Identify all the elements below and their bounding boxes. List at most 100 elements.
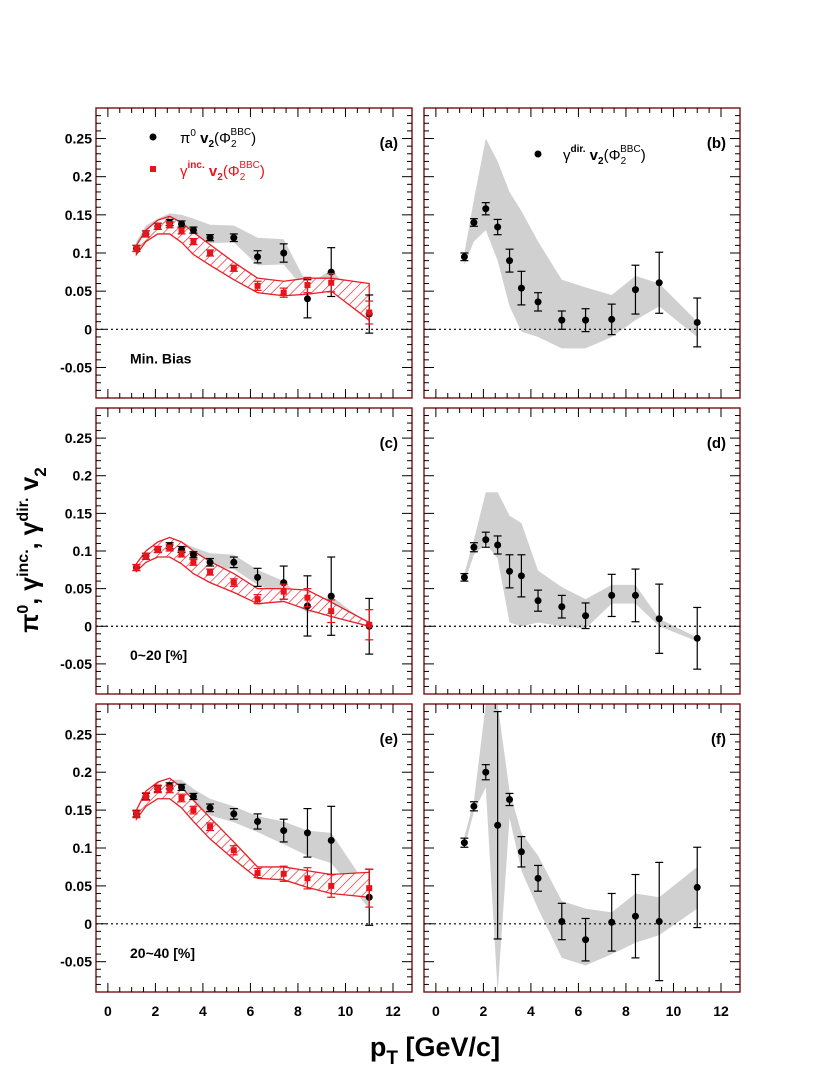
point-pi0 [206,804,214,812]
point-gamma_dir [608,315,616,323]
legend-pi0: π0 v2(Φ2BBC) [149,127,256,150]
point-gamma_inc [190,238,197,245]
point-gamma_inc [207,823,214,830]
panel-label-f: (f) [711,731,726,748]
point-pi0 [230,558,238,566]
point-pi0 [189,792,197,800]
point-pi0 [230,234,238,242]
point-gamma_inc [190,559,197,566]
point-gamma_inc [254,282,261,289]
plot-area-d [424,492,740,670]
point-gamma_inc [166,785,173,792]
point-gamma_dir [517,284,525,292]
x-tick-label: 12 [713,1003,729,1019]
point-gamma_dir [482,536,490,544]
panel-label-b: (b) [707,135,726,152]
point-gamma_dir [582,612,590,620]
point-gamma_dir [558,603,566,611]
point-pi0 [303,295,311,303]
panel-label-e: (e) [380,731,398,748]
point-gamma_inc [133,245,140,252]
point-gamma_inc [142,553,149,560]
point-gamma_dir [470,218,478,226]
point-gamma_dir [534,874,542,882]
point-gamma_dir [693,634,701,642]
band-gamma_inc-a [135,215,370,322]
point-gamma_dir [582,936,590,944]
point-gamma_dir [470,543,478,551]
x-tick-label: 0 [432,1003,440,1019]
x-tick-label: 6 [247,1003,255,1019]
point-gamma_dir [517,848,525,856]
point-gamma_inc [366,309,373,316]
point-gamma_inc [166,544,173,551]
panel-a: -0.05 0 0.05 0.1 0.15 0.2 0.25 (a) Min. Bias [60,107,413,399]
y-tick-label: 0.25 [65,131,92,147]
y-tick-label: 0.1 [73,543,93,559]
point-gamma_dir [631,286,639,294]
point-gamma_inc [142,230,149,237]
y-tick-label: 0.15 [65,207,92,223]
x-tick-label: 8 [294,1003,302,1019]
point-gamma_dir [482,205,490,213]
y-tick-label: 0.25 [65,430,92,446]
x-tick-label: 2 [152,1003,160,1019]
plot-area-a [96,213,412,334]
point-gamma_dir [494,821,502,829]
point-gamma_dir [582,316,590,324]
y-tick-label: 0.1 [73,840,93,856]
panel-label-d: (d) [707,435,726,452]
y-tick-label: 0.05 [65,283,92,299]
point-gamma_dir [693,318,701,326]
point-gamma_inc [230,847,237,854]
legend-gamma-dir: γdir. v2(Φ2BBC) [534,144,646,167]
point-gamma_inc [304,875,311,882]
x-tick-label: 2 [480,1003,488,1019]
point-gamma_inc [207,569,214,576]
y-tick-label: 0 [84,916,92,932]
x-tick-label: 10 [666,1003,682,1019]
point-gamma_dir [608,918,616,926]
point-gamma_inc [133,810,140,817]
point-gamma_inc [178,227,185,234]
point-gamma_dir [655,918,663,926]
point-gamma_inc [254,596,261,603]
x-axis-title: pT [GeV/c] [370,1032,500,1069]
point-pi0 [254,253,262,261]
panel-annotation-c: 0~20 [%] [130,647,187,663]
plot-area-b [424,138,740,349]
point-pi0 [189,226,197,234]
plot-area-f [424,704,740,992]
point-gamma_inc [280,289,287,296]
plot-area-c [96,536,412,655]
plot-area-e [96,777,412,926]
point-gamma_inc [280,588,287,595]
x-tick-label: 8 [622,1003,630,1019]
x-tick-label: 10 [338,1003,354,1019]
point-gamma_dir [506,567,514,575]
y-tick-label: 0.2 [73,169,93,185]
y-tick-label: 0.05 [65,581,92,597]
point-gamma_inc [154,546,161,553]
point-gamma_inc [304,282,311,289]
point-gamma_inc [328,608,335,615]
point-gamma_dir [655,615,663,623]
point-gamma_dir [494,541,502,549]
x-tick-label: 4 [527,1003,535,1019]
y-tick-label: -0.05 [60,656,92,672]
y-tick-label: 0.15 [65,505,92,521]
point-gamma_dir [494,223,502,231]
x-tick-label: 4 [199,1003,207,1019]
legend-gamma-inc: γinc. v2(Φ2BBC) [150,160,265,183]
point-gamma_dir [558,316,566,324]
point-gamma_dir [534,597,542,605]
point-gamma_dir [482,768,490,776]
point-gamma_dir [460,253,468,261]
point-gamma_inc [230,265,237,272]
panels: -0.05 0 0.05 0.1 0.15 0.2 0.25 (a) Min. Bias (b) -… [60,107,741,1019]
point-gamma_inc [328,882,335,889]
band-pi0-e [136,779,370,909]
point-pi0 [254,573,262,581]
x-tick-label: 12 [385,1003,401,1019]
point-gamma_dir [608,591,616,599]
